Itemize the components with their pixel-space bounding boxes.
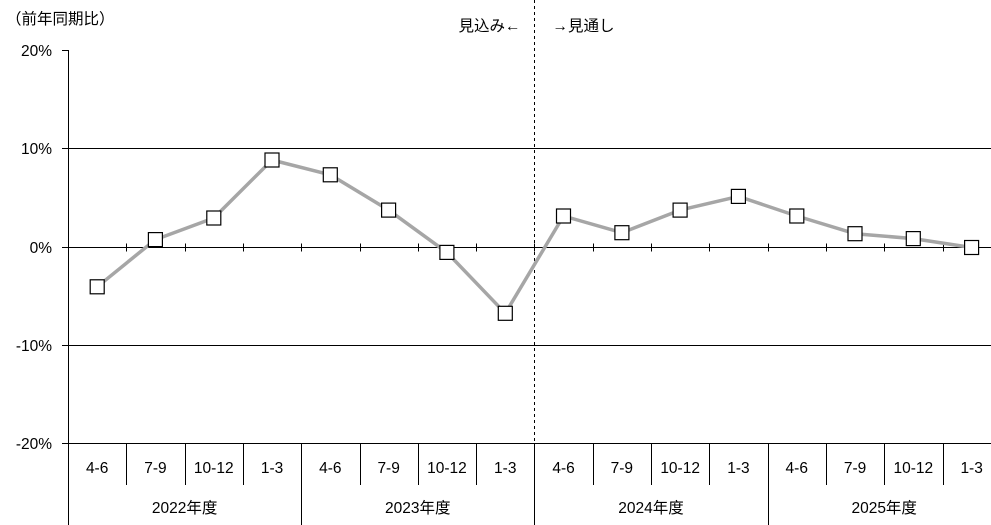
x-tick-label: 4-6 xyxy=(319,460,341,477)
x-tick-label: 7-9 xyxy=(377,460,399,477)
data-point-marker xyxy=(905,231,921,247)
data-point-marker xyxy=(847,226,863,242)
x-tick-label: 1-3 xyxy=(727,460,749,477)
x-tick-label: 10-12 xyxy=(660,460,700,477)
data-point-marker xyxy=(497,305,513,321)
x-tick-label: 4-6 xyxy=(86,460,108,477)
series-line xyxy=(96,158,972,316)
x-tick-label: 7-9 xyxy=(144,460,166,477)
estimate-label: 見込み← xyxy=(458,17,520,35)
data-point-marker xyxy=(963,239,980,256)
x-tick-label: 7-9 xyxy=(844,460,866,477)
y-tick-label: 10% xyxy=(21,141,52,158)
axes xyxy=(68,50,944,525)
data-point-marker xyxy=(89,279,105,295)
category-axis: 4-6 7-9 10-12 1-3 4-6 7-9 10-12 1-3 4-6 7-9 10-12 1… xyxy=(86,443,983,525)
outlook-label: →見通し xyxy=(553,17,615,35)
data-point-marker xyxy=(381,202,397,218)
x-tick-label: 10-12 xyxy=(194,460,234,477)
data-point-marker xyxy=(264,152,280,168)
y-unit-label: （前年同期比） xyxy=(6,10,115,28)
data-point-marker xyxy=(614,225,630,241)
y-tick-label: 0% xyxy=(30,240,53,257)
x-tick-label: 4-6 xyxy=(786,460,808,477)
data-point-marker xyxy=(789,208,805,224)
fiscal-year-label: 2023年度 xyxy=(385,499,450,517)
data-point-marker xyxy=(730,188,747,204)
fiscal-year-label: 2024年度 xyxy=(618,499,683,517)
y-tick-label: 20% xyxy=(21,43,52,60)
fiscal-year-label: 2022年度 xyxy=(152,499,217,517)
y-tick-label: -20% xyxy=(16,436,52,453)
x-tick-label: 1-3 xyxy=(494,460,516,477)
x-tick-label: 1-3 xyxy=(960,460,982,477)
x-tick-label: 10-12 xyxy=(894,460,934,477)
x-tick-label: 4-6 xyxy=(552,460,574,477)
x-tick-label: 10-12 xyxy=(427,460,467,477)
data-point-marker xyxy=(555,208,572,224)
series-group xyxy=(89,152,980,321)
data-point-marker xyxy=(147,232,163,248)
data-point-marker xyxy=(322,167,338,183)
gridlines: 20% 10% 0% -10% -20% xyxy=(16,43,991,453)
data-point-marker xyxy=(439,244,455,260)
forecast-divider: 見込み← →見通し xyxy=(458,0,615,525)
y-tick-label: -10% xyxy=(16,338,52,355)
x-tick-label: 1-3 xyxy=(261,460,283,477)
data-point-marker xyxy=(206,210,222,226)
x-tick-label: 7-9 xyxy=(611,460,633,477)
data-point-marker xyxy=(672,202,688,218)
fiscal-year-label: 2025年度 xyxy=(851,499,916,517)
